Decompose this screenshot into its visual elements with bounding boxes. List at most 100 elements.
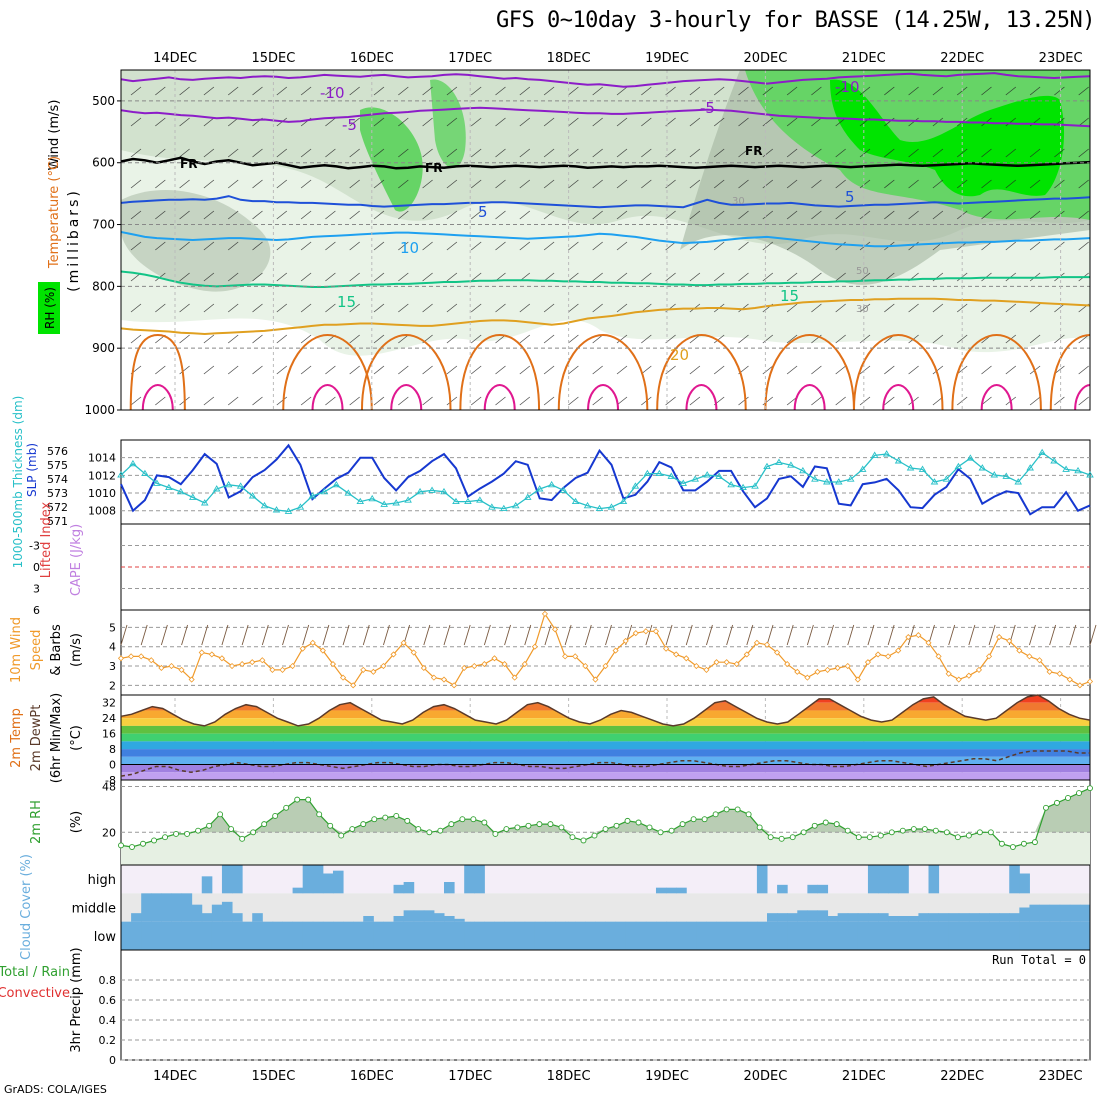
wind10m-barb <box>241 624 249 646</box>
rh2m-marker <box>272 813 279 819</box>
wind-barb <box>398 241 409 251</box>
wind-barb <box>1029 396 1041 406</box>
rh2m-marker <box>470 816 477 823</box>
rh2m-marker <box>371 816 378 823</box>
cloud-bar-middle <box>847 913 859 922</box>
thickness-marker <box>308 492 317 499</box>
label-wind10m-c: & Barbs <box>49 624 64 676</box>
cloud-bar-low <box>534 921 546 950</box>
wind-barb <box>641 148 652 158</box>
cloud-bar-middle <box>191 904 203 922</box>
thickness-marker <box>1050 457 1058 464</box>
wind10m-marker <box>572 653 579 660</box>
thickness-marker <box>834 478 843 485</box>
wind-barb <box>641 334 652 344</box>
wind10m-marker <box>319 647 326 654</box>
wind-barb <box>908 179 919 189</box>
wind-barb <box>641 210 652 220</box>
wind-barb <box>252 210 263 220</box>
wind-barb <box>130 117 142 127</box>
wind-barb <box>325 365 336 375</box>
wind-barb <box>519 210 531 220</box>
label-minus10-east: -10 <box>835 78 860 96</box>
rh2m-marker <box>382 814 389 821</box>
wind-barb <box>179 179 190 189</box>
rh2m-marker <box>151 837 157 844</box>
wind-barb <box>543 365 555 375</box>
rh-shade-green-1 <box>360 107 423 212</box>
cloud-bar-low <box>666 921 677 950</box>
cloud-bar-low <box>353 921 364 950</box>
wind10m-barb <box>1089 624 1097 646</box>
wind10m-marker <box>350 682 357 689</box>
wind-barb <box>1054 210 1065 220</box>
wind-barb <box>543 117 555 127</box>
wind10m-barb <box>261 624 269 646</box>
wind-barb <box>276 396 288 406</box>
thickness-marker <box>583 501 592 509</box>
wind-barb <box>373 117 385 127</box>
cloud-bar-low <box>312 921 324 950</box>
stability-tick: 3 <box>33 583 40 596</box>
date-label-top: 20DEC <box>743 51 787 66</box>
rh2m-marker <box>668 827 675 834</box>
wind-barb <box>155 117 166 127</box>
wind-barb <box>568 117 579 127</box>
date-label-top: 19DEC <box>645 51 689 66</box>
rh-tick: 48 <box>102 781 116 794</box>
wind-barb <box>203 148 215 158</box>
wind-barb <box>179 210 190 220</box>
rh-shade-bright <box>830 79 1065 197</box>
wind-barb <box>227 334 239 344</box>
wind-barb <box>689 148 701 158</box>
cloud-bar-middle <box>1059 904 1071 922</box>
wind10m-barb <box>665 624 673 646</box>
isotherm-30 <box>141 383 174 410</box>
thickness-marker <box>129 459 137 467</box>
label-rh2m: 2m RH <box>29 800 44 844</box>
wind-barb <box>276 86 288 96</box>
cloud-bar-middle <box>1079 904 1091 922</box>
wind-barb <box>956 148 968 158</box>
cloud-bar-high <box>1019 873 1030 894</box>
wind-barb <box>738 117 749 127</box>
wind-barb <box>446 117 458 127</box>
wind-barb <box>786 241 798 251</box>
cloud-row-label: middle <box>72 902 116 917</box>
thickness-marker <box>799 466 807 474</box>
temp-band <box>121 756 1090 765</box>
wind10m-marker <box>1036 657 1043 664</box>
cloud-bar-high <box>807 884 818 894</box>
y-tick-label: 700 <box>92 218 115 232</box>
wind-barb <box>811 117 822 127</box>
thickness-marker <box>751 482 759 489</box>
wind10m-marker <box>562 653 569 660</box>
wind10m-marker <box>703 666 710 673</box>
rh2m-marker <box>624 817 631 824</box>
thickness-tick: 571 <box>47 515 68 528</box>
cloud-bar-high <box>898 865 909 894</box>
wind10m-marker <box>864 659 872 666</box>
wind-barb <box>932 179 944 189</box>
wind-barb <box>300 303 312 313</box>
rh2m-panel: 48 20 2m RH (%) <box>29 779 1093 866</box>
date-label-top: 23DEC <box>1039 51 1083 66</box>
cloud-bar-low <box>1029 921 1041 950</box>
isotherm-30 <box>390 383 423 410</box>
wind-barb <box>325 396 336 406</box>
wind-barb <box>300 148 312 158</box>
wind-barb <box>811 86 822 96</box>
cloud-bar-low <box>938 921 950 950</box>
wind-barb <box>568 241 579 251</box>
cloud-bar-middle <box>938 913 950 922</box>
wind10m-marker <box>148 657 155 664</box>
rh2m-marker <box>1009 844 1016 850</box>
temp2m-panel: 32 24 16 8 0 -8 2m Temp 2m DewPt (6hr Min/Max) (°… <box>9 693 1091 787</box>
wind-barb <box>325 86 336 96</box>
wind10m-marker <box>905 633 912 641</box>
wind-barb <box>422 210 433 220</box>
wind10m-marker <box>1066 676 1073 683</box>
wind-barb <box>932 148 944 158</box>
thickness-marker <box>356 497 365 505</box>
wind-barb <box>349 179 360 189</box>
